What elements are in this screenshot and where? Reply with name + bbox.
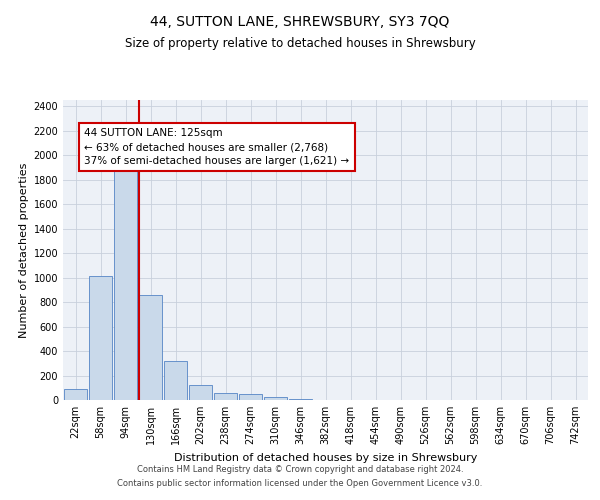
Bar	[64, 389, 87, 400]
Bar	[289, 398, 312, 400]
Text: Contains HM Land Registry data © Crown copyright and database right 2024.
Contai: Contains HM Land Registry data © Crown c…	[118, 466, 482, 487]
Bar	[189, 386, 212, 400]
X-axis label: Distribution of detached houses by size in Shrewsbury: Distribution of detached houses by size …	[174, 452, 477, 462]
Bar	[264, 398, 287, 400]
Bar	[114, 170, 137, 400]
Y-axis label: Number of detached properties: Number of detached properties	[19, 162, 29, 338]
Text: 44, SUTTON LANE, SHREWSBURY, SY3 7QQ: 44, SUTTON LANE, SHREWSBURY, SY3 7QQ	[151, 15, 449, 29]
Bar	[89, 276, 112, 400]
Bar	[239, 394, 262, 400]
Bar	[139, 294, 162, 400]
Text: Size of property relative to detached houses in Shrewsbury: Size of property relative to detached ho…	[125, 38, 475, 51]
Bar	[214, 394, 237, 400]
Text: 44 SUTTON LANE: 125sqm
← 63% of detached houses are smaller (2,768)
37% of semi-: 44 SUTTON LANE: 125sqm ← 63% of detached…	[84, 128, 349, 166]
Bar	[164, 362, 187, 400]
